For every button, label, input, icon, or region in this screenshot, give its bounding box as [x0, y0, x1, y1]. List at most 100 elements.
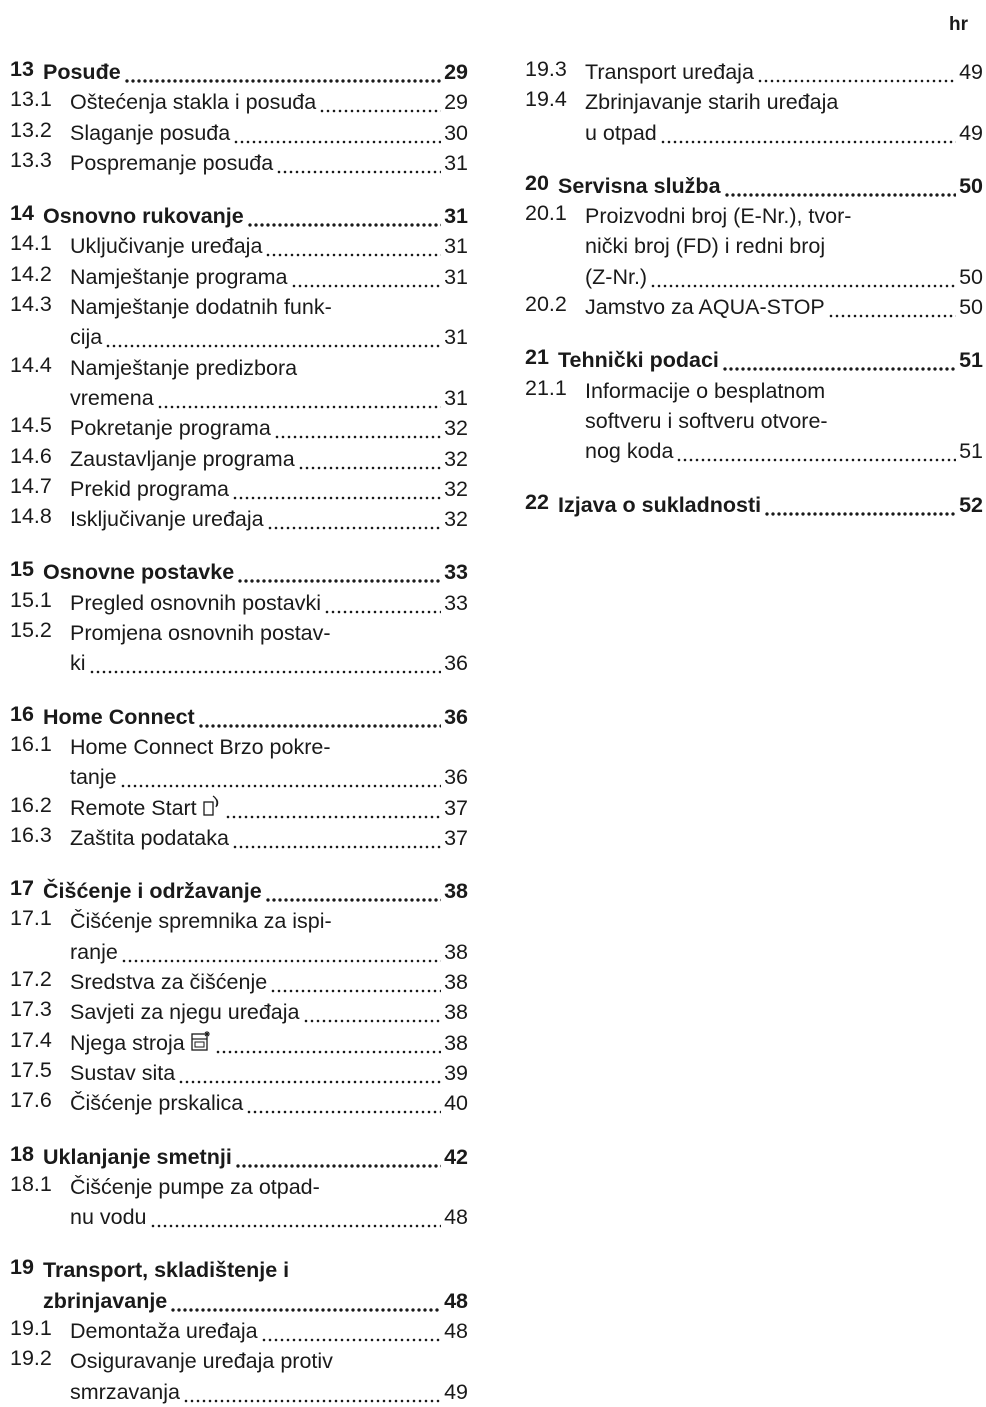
entry-title: Osiguravanje uređaja protiv — [70, 1349, 333, 1374]
entry-body: Sredstva za čišćenje 38 — [70, 967, 468, 998]
entry-title: Sustav sita — [70, 1060, 176, 1085]
entry-number: 16.2 — [10, 792, 52, 817]
entry-title: Namještanje predizbora — [70, 355, 298, 380]
entry-number: 19.4 — [525, 87, 567, 112]
entry-line: Home Connect 36 — [43, 701, 468, 732]
entry-title: Čišćenje prskalica — [70, 1091, 244, 1116]
toc-entry: 14.3 Namještanje dodatnih funk-cija 31 — [10, 292, 468, 353]
dot-leader — [827, 292, 957, 323]
entry-body: Namještanje predizbora vremena 31 — [70, 353, 468, 414]
dot-leader — [265, 231, 442, 262]
dot-leader — [659, 117, 957, 148]
entry-title: smrzavanja — [70, 1379, 180, 1404]
entry-body: Osiguravanje uređaja protiv smrzavanja 49 — [70, 1346, 468, 1407]
entry-body: Savjeti za njegu uređaja 38 — [70, 997, 468, 1028]
entry-line: Informacije o besplatnom — [585, 376, 983, 406]
entry-title: zbrinjavanje — [43, 1288, 168, 1313]
entry-title: Pospremanje posuđa — [70, 150, 274, 175]
page-number: 39 — [444, 1060, 468, 1085]
entry-line: u otpad 49 — [585, 117, 983, 148]
toc-entry: 17.4 Njega stroja 38 — [10, 1027, 468, 1058]
page-number: 32 — [444, 476, 468, 501]
entry-title: Informacije o besplatnom — [585, 378, 826, 403]
entry-title: Tehnički podaci — [558, 348, 719, 373]
dot-leader — [149, 1202, 442, 1233]
dot-leader — [246, 1088, 442, 1119]
entry-title: Promjena osnovnih postav- — [70, 621, 331, 646]
toc-section: 22 Izjava o sukladnosti 52 — [525, 489, 983, 520]
entry-title: Slaganje posuđa — [70, 120, 231, 145]
entry-number: 17.1 — [10, 906, 52, 931]
entry-line: Njega stroja 38 — [70, 1027, 468, 1058]
entry-title: Pregled osnovnih postavki — [70, 590, 321, 615]
toc-entry: 16.2 Remote Start 37 — [10, 792, 468, 823]
entry-line: Slaganje posuđa 30 — [70, 117, 468, 148]
entry-title: Uklanjanje smetnji — [43, 1144, 232, 1169]
entry-title: Home Connect — [43, 704, 195, 729]
toc-entry: 14.6 Zaustavljanje programa 32 — [10, 443, 468, 474]
dot-leader — [170, 1285, 442, 1316]
entry-number: 19.1 — [10, 1315, 52, 1340]
entry-line: Čišćenje i održavanje 38 — [43, 876, 468, 907]
page-number: 33 — [444, 590, 468, 615]
entry-line: Uklanjanje smetnji 42 — [43, 1141, 468, 1172]
toc-entry: 17.3 Savjeti za njegu uređaja 38 — [10, 997, 468, 1028]
entry-line: Sustav sita 39 — [70, 1057, 468, 1089]
entry-body: Remote Start 37 — [70, 792, 468, 823]
entry-line: Prekid programa 32 — [70, 473, 468, 505]
entry-title: Demontaža uređaja — [70, 1318, 258, 1343]
page-number: 40 — [444, 1091, 468, 1116]
page-number: 37 — [444, 795, 468, 820]
entry-line: Osiguravanje uređaja protiv — [70, 1346, 468, 1376]
entry-number: 15.2 — [10, 618, 52, 643]
toc-section: 18 Uklanjanje smetnji 42 18.1 Čišćenje pumpe… — [10, 1141, 468, 1233]
entry-number: 17.5 — [10, 1057, 52, 1082]
dot-leader — [224, 792, 442, 823]
entry-number: 16 — [10, 701, 34, 726]
entry-line: Osnovne postavke 33 — [43, 557, 468, 588]
page-number: 49 — [959, 60, 983, 84]
page-number: 52 — [959, 492, 983, 517]
page-number: 32 — [444, 416, 468, 441]
entry-line: Proizvodni broj (E-Nr.), tvor- — [585, 201, 983, 231]
entry-number: 17.4 — [10, 1027, 52, 1052]
page-number: 49 — [444, 1379, 468, 1404]
page-number: 38 — [444, 879, 468, 904]
remote-start-icon — [203, 795, 218, 816]
toc-section: 16 Home Connect 36 16.1 Home Connect Brzo po… — [10, 701, 468, 854]
dot-leader — [119, 762, 442, 793]
entry-title: cija — [70, 325, 103, 350]
entry-title: Isključivanje uređaja — [70, 507, 264, 532]
entry-line: vremena 31 — [70, 382, 468, 414]
entry-title: Zaštita podataka — [70, 825, 229, 850]
page-number: 49 — [959, 120, 983, 145]
entry-title: Zaustavljanje programa — [70, 446, 295, 471]
toc-entry: 19.3 Transport uređaja 49 — [525, 57, 983, 88]
entry-line: softveru i softveru otvore- — [585, 406, 983, 436]
entry-body: Pregled osnovnih postavki 33 — [70, 587, 468, 619]
toc-section: 15 Osnovne postavke 33 15.1 Pregled osnovnih… — [10, 557, 468, 679]
toc-heading: 19 Transport, skladištenje i zbrinjavanje 4… — [10, 1255, 468, 1316]
entry-line: Namještanje predizbora — [70, 353, 468, 383]
entry-body: Uključivanje uređaja 31 — [70, 231, 468, 262]
entry-title: Njega stroja — [70, 1028, 212, 1058]
entry-line: Transport uređaja 49 — [585, 57, 983, 88]
entry-number: 19.3 — [525, 57, 567, 81]
entry-number: 20 — [525, 170, 549, 195]
entry-title: Savjeti za njegu uređaja — [70, 1000, 300, 1025]
entry-line: Oštećenja stakla i posuđa 29 — [70, 87, 468, 118]
entry-number: 16.1 — [10, 731, 52, 756]
entry-body: Prekid programa 32 — [70, 473, 468, 505]
dot-leader — [270, 967, 442, 998]
entry-number: 19 — [10, 1255, 34, 1280]
toc-heading: 13 Posuđe 29 — [10, 57, 468, 88]
dot-leader — [650, 261, 957, 293]
language-label: hr — [949, 14, 968, 35]
entry-line: (Z-Nr.) 50 — [585, 261, 983, 293]
toc-column: 19.3 Transport uređaja 49 19.4 Zbrinjavanje … — [525, 57, 983, 520]
entry-line: Isključivanje uređaja 32 — [70, 504, 468, 535]
entry-number: 17 — [10, 876, 34, 901]
entry-title: Servisna služba — [558, 173, 721, 198]
toc-section: 17 Čišćenje i održavanje 38 17.1 Čišćenje sp… — [10, 876, 468, 1119]
